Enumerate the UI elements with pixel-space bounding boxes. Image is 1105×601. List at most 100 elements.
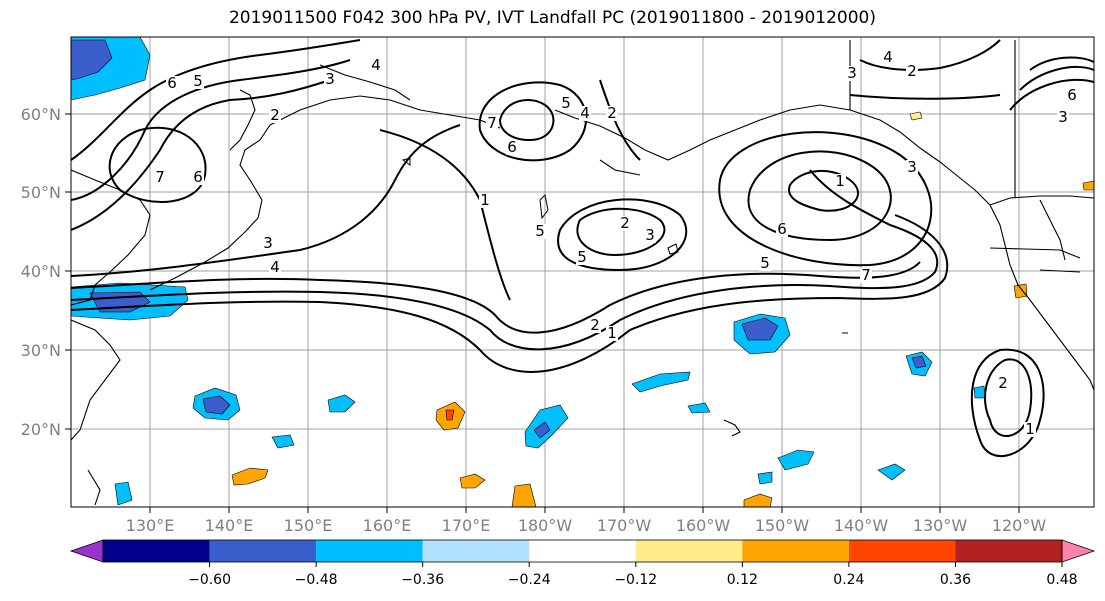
contour-label: 3: [847, 64, 857, 82]
colorbar-label: −0.36: [401, 572, 444, 588]
longitude-label: 150°E: [284, 516, 333, 535]
colorbar-segment: [529, 540, 636, 562]
contour-label-bg: [560, 96, 572, 111]
positive-anomaly-region: [1013, 283, 1028, 299]
contour-label: 2: [620, 214, 630, 232]
colorbar: [69, 539, 1096, 563]
islands: [401, 157, 848, 334]
contour-label: 3: [1058, 108, 1068, 126]
negative-anomaly-region: [114, 481, 133, 506]
colorbar-labels: −0.60 −0.48 −0.36 −0.24 −0.12 0.12 0.24 0.36 0.4…: [188, 562, 1078, 588]
contour-label: 1: [607, 324, 617, 342]
colorbar-label: 0.36: [940, 572, 971, 588]
positive-anomaly-region: [743, 493, 773, 507]
map-frame: [70, 36, 1095, 508]
longitude-label: 160°E: [363, 516, 412, 535]
contour-label-bg: [589, 318, 601, 333]
contour-label-bg: [882, 50, 894, 65]
contour-label-bg: [192, 74, 204, 89]
contour-label-bg: [486, 116, 498, 131]
colorbar-label: 0.48: [1046, 572, 1077, 588]
contour-label: 3: [263, 234, 273, 252]
negative-anomaly-region: [777, 449, 815, 471]
map-title: 2019011500 F042 300 hPa PV, IVT Landfall…: [228, 8, 876, 28]
longitude-label: 130°W: [913, 516, 968, 535]
contour-label-bg: [906, 64, 918, 79]
negative-anomaly-core: [71, 39, 113, 81]
contour-label-bg: [644, 228, 656, 243]
contour-label-bg: [606, 326, 618, 341]
coastlines: [71, 40, 1094, 506]
contour-label-bg: [776, 222, 788, 237]
latitude-label: 20°N: [21, 420, 61, 439]
negative-anomaly-region: [271, 434, 295, 449]
negative-anomaly-region: [687, 402, 711, 414]
contour-label-bg: [846, 66, 858, 81]
colorbar-extend-min: [69, 539, 104, 563]
longitude-label: 180°W: [518, 516, 573, 535]
longitude-label: 160°W: [676, 516, 731, 535]
contour-label: 2: [907, 62, 917, 80]
contour-label-bg: [479, 193, 491, 208]
positive-anomaly-region: [909, 111, 923, 121]
longitude-label: 140°E: [205, 516, 254, 535]
contour-label: 1: [835, 172, 845, 190]
contour-label: 6: [1067, 86, 1077, 104]
contour-label-bg: [860, 268, 872, 283]
contour-label-bg: [834, 174, 846, 189]
colorbar-segment: [955, 540, 1062, 562]
positive-anomaly-region: [511, 483, 537, 507]
contour-label: 3: [325, 70, 335, 88]
contour-label-bg: [324, 72, 336, 87]
contour-label-bg: [269, 108, 281, 123]
positive-anomaly-region: [459, 473, 486, 489]
longitude-label: 140°W: [834, 516, 889, 535]
contour-label: 5: [561, 94, 571, 112]
longitude-label: 170°W: [597, 516, 652, 535]
contour-label: 4: [270, 258, 280, 276]
contour-label-bg: [997, 376, 1009, 391]
contour-label: 1: [1025, 420, 1035, 438]
negative-anomaly-region: [327, 394, 356, 413]
colorbar-outline: [102, 539, 1063, 563]
negative-anomaly-core: [741, 317, 779, 341]
longitude-label: 150°W: [755, 516, 810, 535]
negative-anomaly-core: [533, 421, 551, 439]
contour-label: 4: [883, 48, 893, 66]
negative-anomaly-core: [202, 395, 231, 415]
contour-label: 4: [371, 56, 381, 74]
colorbar-segment: [103, 540, 210, 562]
contour-label: 6: [777, 220, 787, 238]
colorbar-label: 0.24: [833, 572, 864, 588]
contour-label: 2: [270, 106, 280, 124]
contour-label-bg: [269, 260, 281, 275]
contour-label-bg: [619, 216, 631, 231]
longitude-axis: 130°E 140°E 150°E 160°E 170°E 180°W 170°W 160°W…: [126, 507, 1046, 535]
colorbar-label: −0.48: [295, 572, 338, 588]
contour-label: 7: [155, 168, 165, 186]
contour-label: 4: [580, 104, 590, 122]
contour-label-bg: [579, 106, 591, 121]
contour-label: 1: [480, 191, 490, 209]
contour-label-bg: [606, 106, 618, 121]
contour-label: 5: [535, 222, 545, 240]
longitude-label: 170°E: [442, 516, 491, 535]
contour-label-bg: [506, 140, 518, 155]
positive-anomaly-region: [231, 467, 269, 486]
contour-label: 5: [760, 254, 770, 272]
contour-label-bg: [1057, 110, 1069, 125]
colorbar-segment: [422, 540, 530, 562]
latitude-label: 60°N: [21, 105, 61, 124]
latitude-label: 30°N: [21, 341, 61, 360]
contour-label-bg: [370, 58, 382, 73]
contour-label-bg: [906, 160, 918, 175]
pv-contours: [71, 39, 1094, 458]
contour-label: 5: [577, 248, 587, 266]
colorbar-segment: [742, 540, 849, 562]
positive-anomaly-core: [445, 409, 455, 421]
contour-label-bg: [262, 236, 274, 251]
contour-label: 5: [193, 72, 203, 90]
colorbar-label: −0.60: [188, 572, 231, 588]
negative-anomaly-region: [757, 471, 773, 485]
